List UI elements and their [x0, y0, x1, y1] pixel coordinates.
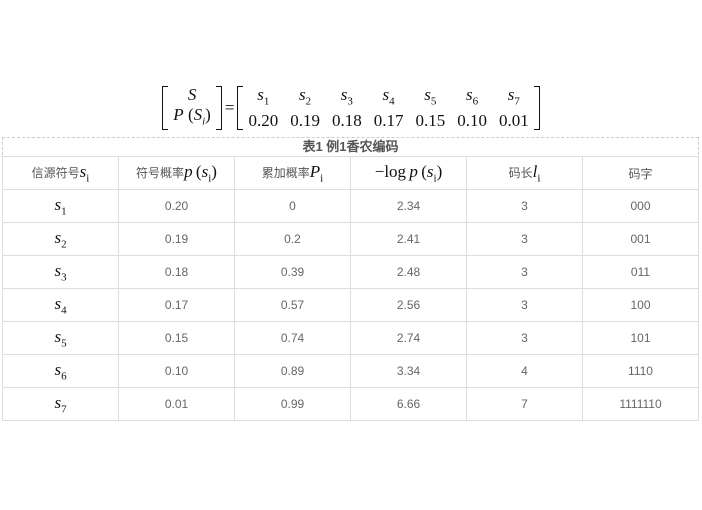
cell-codeword: 101: [582, 321, 699, 355]
cell-symbol: s2: [2, 222, 119, 256]
table-row: s1 0.20 0 2.34 3 000: [2, 189, 699, 223]
cell-length: 4: [466, 354, 583, 388]
matrix-column: s2 0.19: [290, 84, 320, 131]
cell-cumulative: 0.99: [234, 387, 351, 421]
cell-symbol: s5: [2, 321, 119, 355]
matrix-column: s6 0.10: [457, 84, 487, 131]
lhs-matrix: S P (Si): [162, 84, 222, 130]
cell-symbol: s1: [2, 189, 119, 223]
table-row: s3 0.18 0.39 2.48 3 011: [2, 255, 699, 289]
cell-length: 3: [466, 189, 583, 223]
matrix-column: s4 0.17: [373, 84, 404, 131]
cell-codeword: 100: [582, 288, 699, 322]
header-cumulative: 累加概率Pi: [234, 156, 351, 190]
lhs-top: S: [187, 84, 197, 104]
matrix-column: s7 0.01: [498, 84, 529, 131]
cell-codeword: 000: [582, 189, 699, 223]
header-codeword: 码字: [582, 156, 699, 190]
table-row: s6 0.10 0.89 3.34 4 1110: [2, 354, 699, 388]
cell-codeword: 1111110: [582, 387, 699, 421]
cell-cumulative: 0.2: [234, 222, 351, 256]
table-row: s5 0.15 0.74 2.74 3 101: [2, 321, 699, 355]
cell-neglog: 2.56: [350, 288, 467, 322]
cell-probability: 0.18: [118, 255, 235, 289]
cell-neglog: 2.74: [350, 321, 467, 355]
table-row: s4 0.17 0.57 2.56 3 100: [2, 288, 699, 322]
cell-neglog: 2.48: [350, 255, 467, 289]
matrix-column: s3 0.18: [331, 84, 362, 131]
cell-codeword: 1110: [582, 354, 699, 388]
header-symbol: 信源符号si: [2, 156, 119, 190]
cell-symbol: s7: [2, 387, 119, 421]
header-probability: 符号概率p (si): [118, 156, 235, 190]
matrix-column: s5 0.15: [415, 84, 446, 131]
cell-probability: 0.19: [118, 222, 235, 256]
cell-probability: 0.10: [118, 354, 235, 388]
table-row: s7 0.01 0.99 6.66 7 1111110: [2, 387, 699, 421]
source-distribution-formula: S P (Si) = s1 0.20 s2 0.19 s3 0.18 s4 0.17 s5 0.1…: [0, 84, 702, 131]
cell-symbol: s6: [2, 354, 119, 388]
table-caption: 表1 例1香农编码: [302, 139, 399, 154]
cell-cumulative: 0.89: [234, 354, 351, 388]
cell-probability: 0.15: [118, 321, 235, 355]
cell-neglog: 6.66: [350, 387, 467, 421]
cell-neglog: 3.34: [350, 354, 467, 388]
cell-length: 7: [466, 387, 583, 421]
cell-cumulative: 0.74: [234, 321, 351, 355]
matrix-column: s1 0.20: [248, 84, 279, 131]
cell-probability: 0.20: [118, 189, 235, 223]
cell-neglog: 2.41: [350, 222, 467, 256]
cell-codeword: 001: [582, 222, 699, 256]
header-row: 信源符号si 符号概率p (si) 累加概率Pi −log p (si) 码长l…: [2, 156, 699, 190]
header-neglog: −log p (si): [350, 156, 467, 190]
cell-length: 3: [466, 255, 583, 289]
table-row: s2 0.19 0.2 2.41 3 001: [2, 222, 699, 256]
cell-length: 3: [466, 288, 583, 322]
cell-length: 3: [466, 321, 583, 355]
rhs-matrix: s1 0.20 s2 0.19 s3 0.18 s4 0.17 s5 0.15 s6 0.10 s7 0.…: [237, 84, 540, 131]
table-container: 表1 例1香农编码 信源符号si 符号概率p (si) 累加概率Pi −log …: [2, 137, 699, 421]
cell-probability: 0.17: [118, 288, 235, 322]
cell-symbol: s4: [2, 288, 119, 322]
cell-neglog: 2.34: [350, 189, 467, 223]
shannon-coding-table: 信源符号si 符号概率p (si) 累加概率Pi −log p (si) 码长l…: [2, 156, 699, 421]
cell-length: 3: [466, 222, 583, 256]
cell-codeword: 011: [582, 255, 699, 289]
cell-symbol: s3: [2, 255, 119, 289]
cell-cumulative: 0.39: [234, 255, 351, 289]
cell-cumulative: 0.57: [234, 288, 351, 322]
header-length: 码长li: [466, 156, 583, 190]
cell-probability: 0.01: [118, 387, 235, 421]
cell-cumulative: 0: [234, 189, 351, 223]
